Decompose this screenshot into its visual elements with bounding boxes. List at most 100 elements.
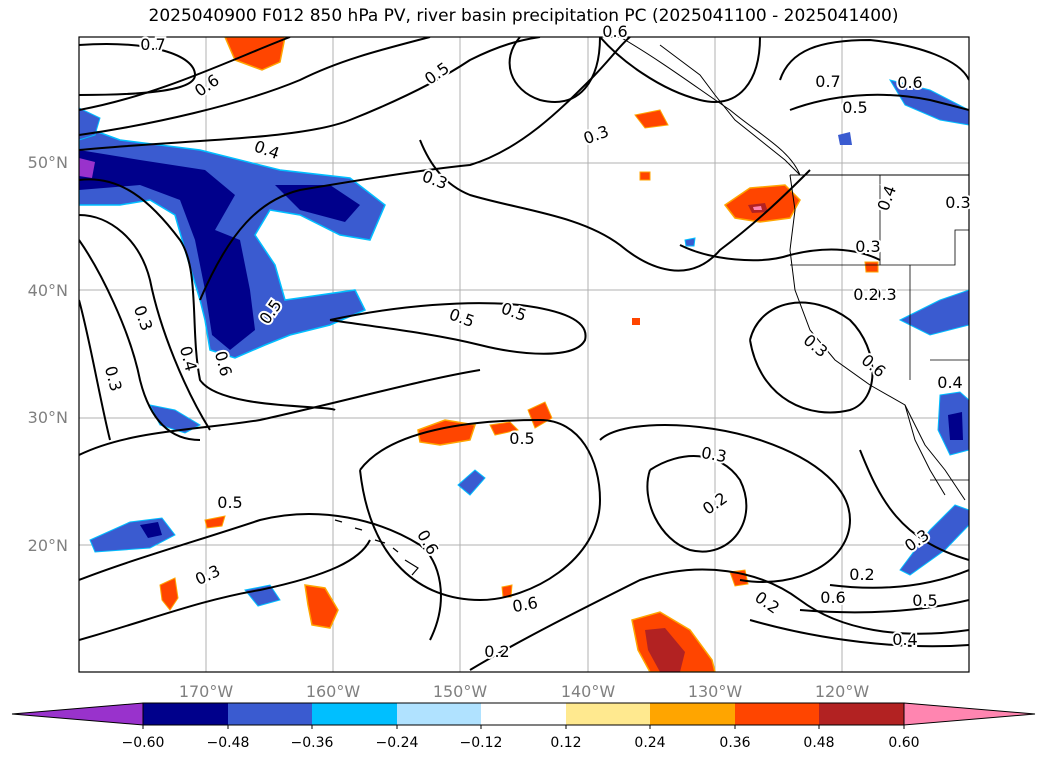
lon-label-120w: 120°W — [815, 682, 870, 701]
pos-spot-ocean-2 — [639, 171, 651, 181]
contour-label-halo: 0.6 — [897, 73, 922, 92]
contour-label-halo: 0.7 — [140, 35, 165, 54]
neg-region-rockies — [898, 289, 969, 336]
pos-spot-west — [204, 515, 226, 529]
pv-contour-line — [79, 299, 111, 441]
contour-label-halo: 0.4 — [937, 373, 962, 392]
colorbar-tick-label: 0.12 — [550, 735, 581, 751]
contour-label: 0.5 — [217, 493, 242, 512]
contour-label-halo: 0.7 — [815, 72, 840, 91]
pos-region-south-central — [304, 584, 339, 629]
island — [374, 539, 386, 544]
lat-label-20n: 20°N — [28, 536, 68, 555]
island — [392, 547, 399, 553]
coastlines — [619, 37, 969, 501]
pv-contour-line — [79, 513, 442, 641]
contour-label-halo: 0.6 — [602, 22, 627, 41]
pv-contour-line — [419, 139, 811, 272]
colorbar-tick-label: 0.48 — [803, 735, 834, 751]
pos-core-south-east — [645, 628, 685, 672]
contour-label-halo: 0.5 — [217, 493, 242, 512]
contour-label: 0.6 — [602, 22, 627, 41]
island — [354, 527, 363, 531]
state-borders — [790, 229, 969, 266]
colorbar-extend-low — [11, 702, 144, 726]
contour-label-halo: 0.2 — [849, 565, 874, 584]
lon-label-140w: 140°W — [561, 682, 616, 701]
pv-contour-line — [79, 539, 371, 641]
pv-contours — [79, 37, 969, 671]
contour-label-halo: 0.4 — [892, 630, 917, 649]
colorbar-segment — [566, 703, 650, 725]
pos-region-gulf-alaska — [634, 109, 669, 129]
colorbar-segment — [228, 703, 312, 725]
pv-contour-line — [79, 37, 431, 136]
colorbar-extend-high — [903, 702, 1036, 726]
lon-label-150w: 150°W — [433, 682, 488, 701]
colorbar-segment — [397, 703, 481, 725]
colorbar-tick-label: −0.48 — [207, 735, 250, 751]
neg-spot-canada — [838, 132, 852, 145]
neg-region-canada — [888, 79, 969, 126]
colorbar-tick-label: −0.12 — [460, 735, 503, 751]
contour-label-halo: 0.2 — [853, 285, 878, 304]
lon-label-170w: 170°W — [179, 682, 234, 701]
contour-label: 0.7 — [140, 35, 165, 54]
pv-contour-line — [359, 418, 602, 602]
contour-label: 0.5 — [509, 429, 534, 448]
pos-region-midocean-2 — [489, 421, 520, 436]
contour-label: 0.3 — [945, 193, 970, 212]
hawaiian-islands — [334, 519, 419, 576]
contour-label: 0.2 — [849, 565, 874, 584]
pos-spot-ocean — [632, 318, 640, 325]
west-coast-us — [789, 174, 966, 501]
contour-label-halo: 0.3 — [871, 285, 896, 304]
contour-label: 0.2 — [484, 642, 509, 661]
neg-region-midocean — [457, 469, 486, 496]
contour-label: 0.3 — [700, 443, 728, 466]
pv-contour-line — [599, 424, 852, 583]
pv-contour-line — [749, 619, 969, 648]
map-frame — [78, 36, 970, 673]
figure-title: 2025040900 F012 850 hPa PV, river basin … — [148, 6, 899, 26]
pv-contour-line — [79, 37, 291, 111]
pv-contour-line — [646, 455, 748, 553]
contour-label: 0.7 — [815, 72, 840, 91]
pv-contour-line — [79, 369, 481, 456]
colorbar: −0.60 −0.48 −0.36 −0.24 −0.12 0.12 0.24 … — [11, 702, 1036, 751]
pv-contour-line — [79, 37, 541, 151]
lon-label-160w: 160°W — [306, 682, 361, 701]
pos-region-southwest — [159, 577, 179, 611]
pv-contour-line — [329, 302, 587, 355]
pos-region-midocean-1 — [417, 419, 476, 446]
contour-label-halo: 0.2 — [484, 642, 509, 661]
pv-contour-line — [859, 449, 969, 561]
neg-core-north-pacific — [79, 150, 255, 350]
neg-core-southwest — [140, 522, 162, 538]
colorbar-segment — [143, 703, 228, 725]
colorbar-tick-label: −0.24 — [376, 735, 419, 751]
contour-label: 0.5 — [912, 591, 937, 610]
alaska-coast — [619, 37, 801, 176]
pos-spot-south — [501, 584, 513, 598]
contour-label-halo: 0.5 — [509, 429, 534, 448]
pos-spot-interior — [864, 261, 879, 273]
lon-label-130w: 130°W — [688, 682, 743, 701]
contour-label-halo: 0.5 — [912, 591, 937, 610]
lat-label-50n: 50°N — [28, 153, 68, 172]
baja-california — [904, 404, 946, 496]
contour-label: 0.6 — [820, 588, 845, 607]
contour-label-halo: 0.5 — [842, 98, 867, 117]
contour-label: 0.4 — [892, 630, 917, 649]
positive-precip-regions — [159, 37, 879, 672]
colorbar-tick-label: 0.24 — [634, 735, 665, 751]
colorbar-tick-label: 0.60 — [888, 735, 919, 751]
contour-label-halo: 0.3 — [855, 237, 880, 256]
pv-contour-line — [469, 568, 969, 671]
colorbar-segment — [650, 703, 735, 725]
colorbar-frame — [142, 702, 905, 726]
pv-contour-line — [789, 93, 969, 111]
contour-label: 0.6 — [511, 593, 539, 616]
contour-label: 0.3 — [871, 285, 896, 304]
latitude-labels: 50°N 40°N 30°N 20°N — [28, 153, 68, 555]
